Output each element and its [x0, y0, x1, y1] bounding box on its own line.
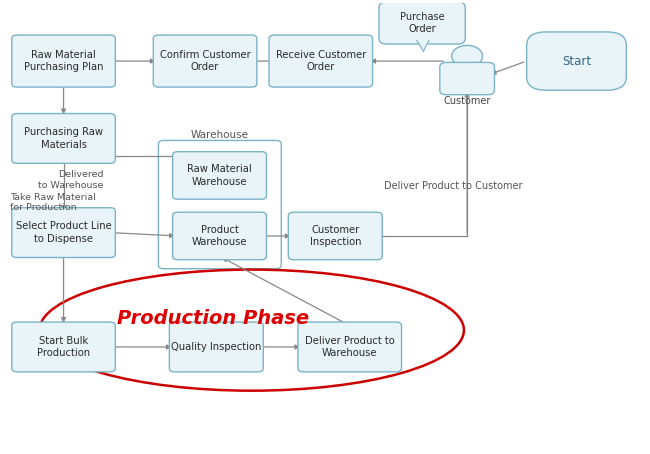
FancyBboxPatch shape — [379, 2, 465, 44]
Text: Select Product Line
to Dispense: Select Product Line to Dispense — [16, 221, 111, 244]
FancyBboxPatch shape — [526, 32, 627, 90]
Text: Raw Material
Purchasing Plan: Raw Material Purchasing Plan — [24, 49, 103, 73]
Text: Receive Customer
Order: Receive Customer Order — [276, 49, 366, 73]
FancyBboxPatch shape — [269, 35, 372, 87]
Text: Quality Inspection: Quality Inspection — [171, 342, 261, 352]
Text: Product
Warehouse: Product Warehouse — [192, 225, 247, 247]
FancyBboxPatch shape — [298, 322, 402, 372]
Text: Production Phase: Production Phase — [116, 310, 309, 328]
Text: Start: Start — [562, 54, 591, 68]
Text: Purchasing Raw
Materials: Purchasing Raw Materials — [24, 127, 103, 150]
FancyBboxPatch shape — [12, 322, 115, 372]
FancyBboxPatch shape — [12, 208, 115, 257]
Text: Start Bulk
Production: Start Bulk Production — [37, 336, 90, 358]
Text: Raw Material
Warehouse: Raw Material Warehouse — [187, 164, 252, 187]
Text: Deliver Product to Customer: Deliver Product to Customer — [384, 181, 522, 191]
Text: Customer
Inspection: Customer Inspection — [309, 225, 361, 247]
Text: Warehouse: Warehouse — [191, 130, 249, 140]
FancyBboxPatch shape — [153, 35, 257, 87]
Text: Deliver Product to
Warehouse: Deliver Product to Warehouse — [305, 336, 395, 358]
Polygon shape — [416, 39, 430, 51]
FancyBboxPatch shape — [172, 212, 266, 260]
Text: Customer: Customer — [443, 96, 491, 106]
FancyBboxPatch shape — [12, 35, 115, 87]
Text: Confirm Customer
Order: Confirm Customer Order — [160, 49, 250, 73]
Circle shape — [452, 45, 482, 67]
FancyBboxPatch shape — [12, 114, 115, 163]
Text: Take Raw Material
for Production: Take Raw Material for Production — [10, 192, 96, 212]
Text: Delivered
to Warehouse: Delivered to Warehouse — [38, 170, 104, 190]
FancyBboxPatch shape — [440, 62, 495, 95]
FancyBboxPatch shape — [289, 212, 382, 260]
Text: Purchase
Order: Purchase Order — [400, 12, 445, 34]
FancyBboxPatch shape — [170, 322, 263, 372]
FancyBboxPatch shape — [172, 152, 266, 199]
